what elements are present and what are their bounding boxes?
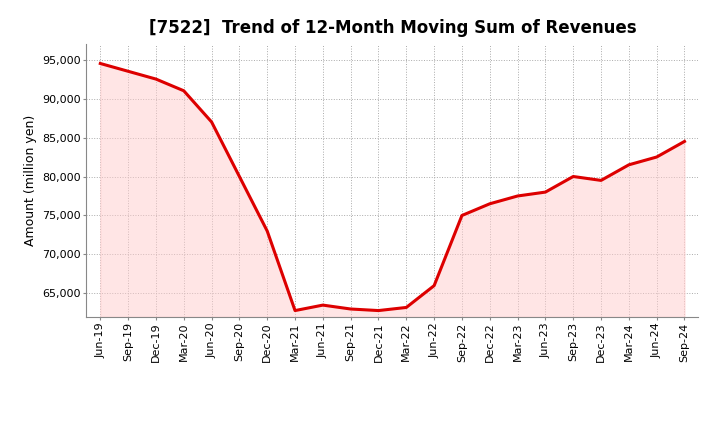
- Title: [7522]  Trend of 12-Month Moving Sum of Revenues: [7522] Trend of 12-Month Moving Sum of R…: [148, 19, 636, 37]
- Y-axis label: Amount (million yen): Amount (million yen): [24, 115, 37, 246]
